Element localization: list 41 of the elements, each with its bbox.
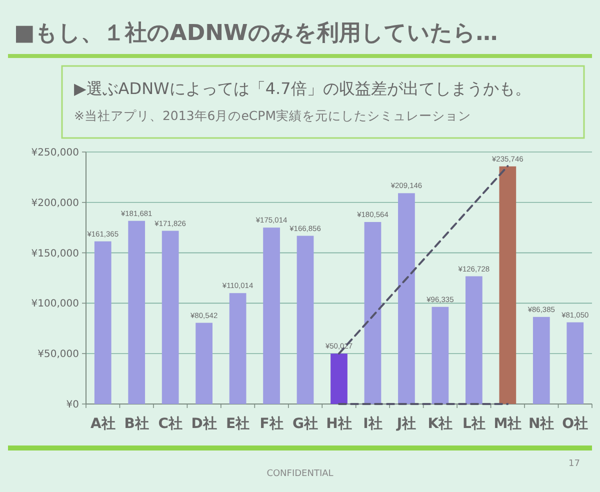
bar	[566, 322, 584, 404]
bar	[128, 220, 146, 404]
x-tick-label: F社	[260, 416, 284, 432]
y-tick-label: ¥100,000	[31, 298, 79, 310]
y-tick-label: ¥50,000	[38, 349, 79, 360]
bar	[263, 228, 280, 404]
x-tick-label: D社	[191, 416, 217, 432]
x-tick-label: H社	[326, 416, 352, 432]
bar	[432, 306, 449, 404]
bar	[330, 354, 348, 404]
subtitle: ▶選ぶADNWによっては「4.7倍」の収益差が出てしまうかも。	[74, 79, 531, 98]
x-tick-label: L社	[462, 416, 486, 432]
x-tick-label: K社	[428, 416, 453, 432]
bar	[532, 316, 550, 404]
bar	[364, 222, 382, 404]
x-tick-label: C社	[158, 416, 182, 432]
bar	[162, 230, 179, 404]
bar	[466, 276, 482, 404]
x-tick-label: E社	[226, 416, 250, 432]
bar	[94, 241, 112, 404]
bar	[229, 293, 246, 404]
x-tick-label: A社	[90, 416, 116, 432]
bar	[296, 236, 314, 404]
y-tick-label: ¥250,000	[31, 148, 79, 158]
x-tick-label: M社	[494, 416, 522, 432]
x-tick-label: J社	[396, 416, 416, 432]
bar	[398, 193, 415, 404]
x-tick-label: G社	[292, 416, 318, 432]
x-tick-label: N社	[528, 416, 554, 432]
bar	[196, 322, 212, 404]
x-tick-label: I社	[363, 416, 382, 432]
title: ■もし、１社のADNWのみを利用していたら…	[14, 21, 498, 46]
y-tick-label: ¥200,000	[31, 198, 79, 209]
x-tick-label: B社	[124, 416, 149, 432]
annotation: ※当社アプリ、2013年6月のeCPM実績を元にしたシミュレーション	[74, 108, 471, 123]
y-tick-label: ¥0	[66, 400, 79, 410]
x-tick-label: O社	[562, 416, 588, 432]
bar	[499, 166, 516, 404]
annotation: CONFIDENTIAL	[266, 469, 334, 479]
annotation: 17	[568, 459, 580, 469]
y-tick-label: ¥150,000	[31, 248, 79, 260]
